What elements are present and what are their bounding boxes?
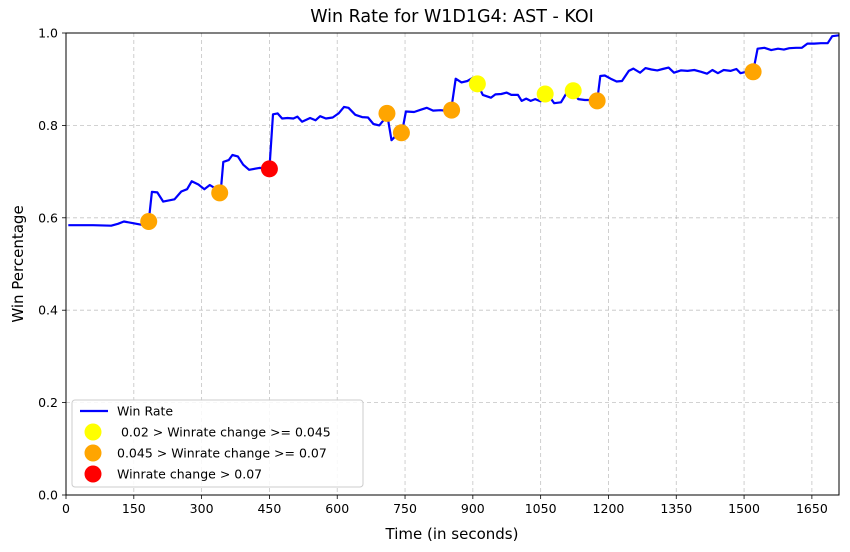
x-tick-label: 300: [190, 501, 214, 516]
x-tick-label: 600: [325, 501, 349, 516]
change-marker: [378, 104, 396, 122]
x-axis-title: Time (in seconds): [385, 525, 519, 543]
y-tick-label: 0.6: [38, 210, 58, 225]
x-tick-label: 1200: [593, 501, 625, 516]
change-marker: [211, 184, 229, 202]
legend-marker-swatch: [84, 444, 102, 462]
legend-label: 0.045 > Winrate change >= 0.07: [117, 446, 327, 461]
x-tick-label: 750: [393, 501, 417, 516]
x-tick-label: 150: [122, 501, 146, 516]
legend-marker-swatch: [84, 423, 102, 441]
change-marker: [392, 124, 410, 142]
y-tick-label: 0.0: [38, 488, 58, 503]
marker-layer: [140, 63, 762, 230]
y-axis-title: Win Percentage: [9, 205, 27, 322]
legend-box: [71, 399, 364, 488]
change-marker: [564, 82, 582, 100]
x-tick-label: 1500: [728, 501, 760, 516]
x-tick-label: 900: [461, 501, 485, 516]
change-marker: [536, 85, 554, 103]
change-marker: [588, 92, 606, 110]
legend-marker-swatch: [84, 465, 102, 483]
legend-label: Winrate change > 0.07: [117, 467, 262, 482]
axis-ticks: 0 150 300 450 600 750 900 1050 1200 1350 1500 1650 0…: [38, 26, 828, 517]
legend-label: Win Rate: [117, 404, 173, 419]
legend-label: 0.02 > Winrate change >= 0.045: [117, 425, 331, 440]
chart-title: Win Rate for W1D1G4: AST - KOI: [310, 7, 594, 27]
series-layer: [68, 34, 840, 227]
x-tick-label: 0: [62, 501, 70, 516]
series-line-win-rate: [68, 34, 840, 227]
change-marker: [744, 63, 762, 81]
y-tick-label: 0.4: [38, 303, 58, 318]
plot-frame: [65, 32, 840, 496]
x-tick-label: 450: [257, 501, 281, 516]
change-marker: [140, 212, 158, 230]
y-tick-label: 1.0: [38, 26, 58, 41]
change-marker: [468, 75, 486, 93]
change-marker: [260, 160, 278, 178]
y-tick-label: 0.8: [38, 118, 58, 133]
x-tick-label: 1350: [660, 501, 692, 516]
change-marker: [443, 101, 461, 119]
x-tick-label: 1050: [525, 501, 557, 516]
x-tick-label: 1650: [796, 501, 828, 516]
y-tick-label: 0.2: [38, 395, 58, 410]
legend: Win Rate 0.02 > Winrate change >= 0.045 0…: [71, 399, 364, 488]
grid-lines: [65, 32, 839, 496]
